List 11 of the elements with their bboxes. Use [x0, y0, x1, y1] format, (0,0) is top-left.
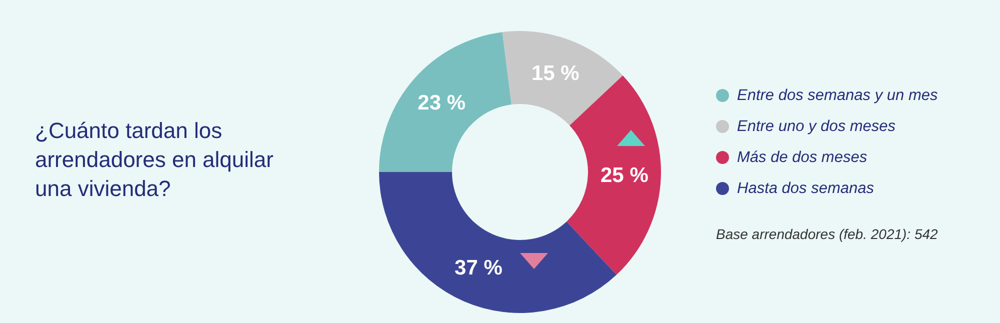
- legend-label: Entre uno y dos meses: [736, 116, 897, 136]
- data-label: 25 %: [600, 164, 649, 187]
- data-label: 37 %: [454, 256, 503, 280]
- legend-label: Hasta dos semanas: [736, 178, 875, 198]
- donut-slice: [502, 31, 623, 126]
- legend-label: Más de dos meses: [736, 148, 868, 168]
- text: ¿Cuánto tardan los arrendadores en alquilar una vivienda?: [35, 117, 274, 203]
- legend-label: Entre dos semanas y un mes: [736, 86, 938, 106]
- donut-slice: [379, 32, 512, 172]
- data-label: 23 %: [418, 91, 466, 114]
- text: Base arrendadores (feb. 2021): 542: [716, 226, 938, 242]
